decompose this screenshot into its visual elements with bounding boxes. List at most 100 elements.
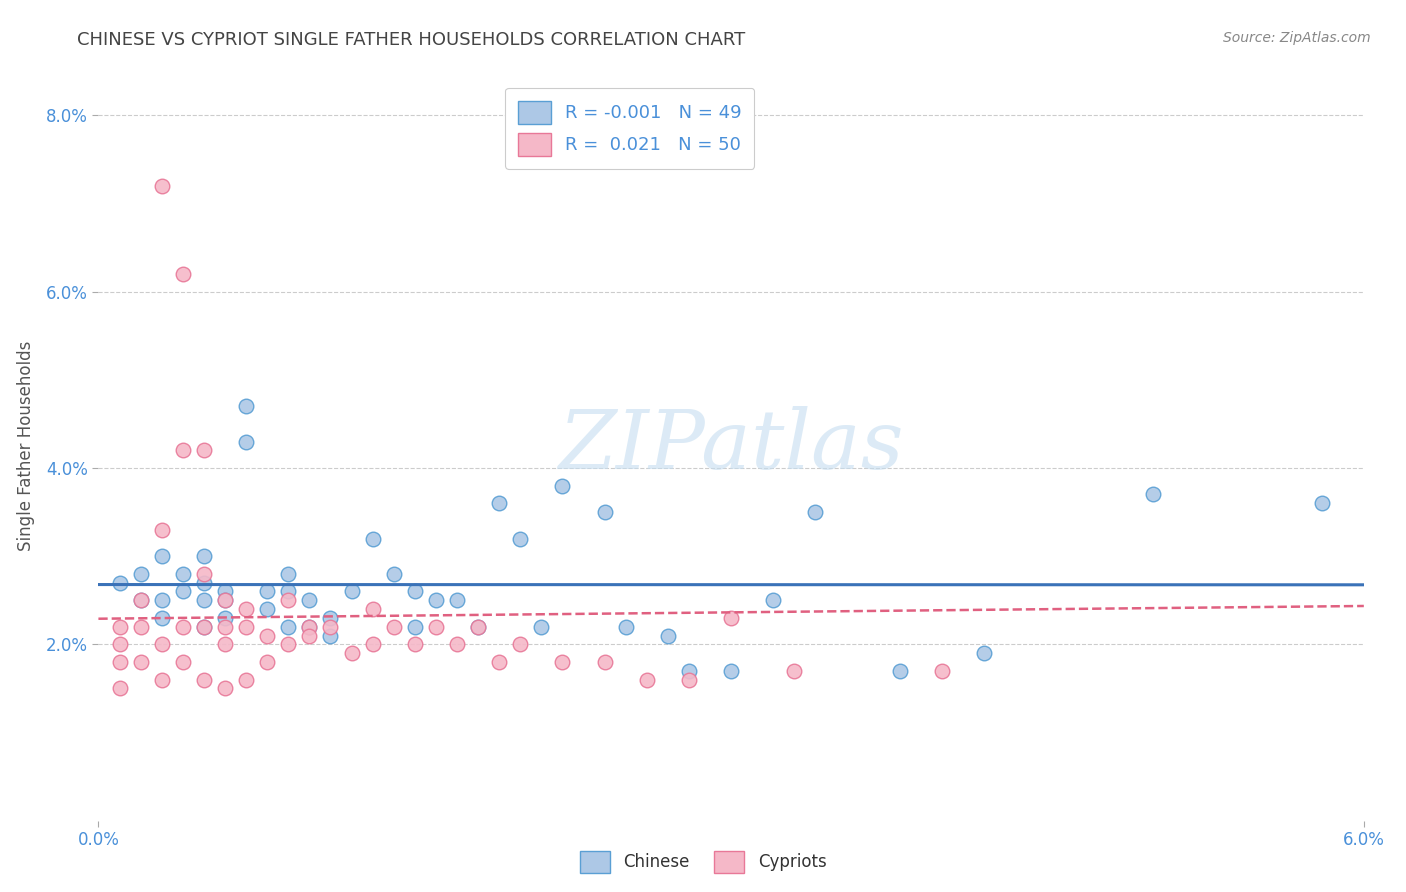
Point xyxy=(340,646,363,660)
Point xyxy=(509,637,531,651)
Point xyxy=(214,584,236,599)
Point xyxy=(172,443,194,458)
Point xyxy=(509,532,531,546)
Point xyxy=(129,655,152,669)
Point xyxy=(150,593,173,607)
Point xyxy=(193,620,215,634)
Point xyxy=(361,602,384,616)
Point xyxy=(636,673,658,687)
Point xyxy=(129,593,152,607)
Point xyxy=(193,673,215,687)
Point xyxy=(150,611,173,625)
Point xyxy=(678,673,700,687)
Point xyxy=(298,593,321,607)
Point xyxy=(404,584,426,599)
Point xyxy=(129,566,152,581)
Point xyxy=(108,637,131,651)
Point xyxy=(1310,496,1333,510)
Point xyxy=(256,602,278,616)
Point xyxy=(172,655,194,669)
Point xyxy=(678,664,700,678)
Point xyxy=(235,602,257,616)
Point xyxy=(172,566,194,581)
Point xyxy=(446,637,468,651)
Point xyxy=(150,178,173,193)
Text: ZIPatlas: ZIPatlas xyxy=(558,406,904,486)
Point xyxy=(108,655,131,669)
Point xyxy=(467,620,489,634)
Point xyxy=(256,584,278,599)
Point xyxy=(193,575,215,590)
Point xyxy=(720,664,742,678)
Point xyxy=(488,655,510,669)
Point xyxy=(319,611,342,625)
Point xyxy=(720,611,742,625)
Point xyxy=(193,443,215,458)
Point xyxy=(214,611,236,625)
Point xyxy=(404,620,426,634)
Point xyxy=(446,593,468,607)
Point xyxy=(361,532,384,546)
Point xyxy=(172,584,194,599)
Point xyxy=(193,549,215,564)
Point xyxy=(361,637,384,651)
Point xyxy=(404,637,426,651)
Point xyxy=(214,593,236,607)
Point xyxy=(593,655,616,669)
Legend: R = -0.001   N = 49, R =  0.021   N = 50: R = -0.001 N = 49, R = 0.021 N = 50 xyxy=(506,88,754,169)
Point xyxy=(193,593,215,607)
Point xyxy=(277,593,299,607)
Legend: Chinese, Cypriots: Chinese, Cypriots xyxy=(572,845,834,880)
Point xyxy=(150,673,173,687)
Point xyxy=(129,593,152,607)
Point xyxy=(150,549,173,564)
Point xyxy=(530,620,553,634)
Point xyxy=(214,593,236,607)
Point xyxy=(762,593,785,607)
Point xyxy=(108,575,131,590)
Point xyxy=(931,664,953,678)
Point xyxy=(804,505,827,519)
Point xyxy=(277,566,299,581)
Point xyxy=(551,655,574,669)
Text: CHINESE VS CYPRIOT SINGLE FATHER HOUSEHOLDS CORRELATION CHART: CHINESE VS CYPRIOT SINGLE FATHER HOUSEHO… xyxy=(77,31,745,49)
Point xyxy=(382,620,405,634)
Point xyxy=(298,628,321,642)
Point xyxy=(319,628,342,642)
Point xyxy=(172,620,194,634)
Point xyxy=(277,637,299,651)
Point xyxy=(425,620,447,634)
Point xyxy=(129,620,152,634)
Point xyxy=(256,628,278,642)
Point xyxy=(298,620,321,634)
Point xyxy=(593,505,616,519)
Text: Source: ZipAtlas.com: Source: ZipAtlas.com xyxy=(1223,31,1371,45)
Point xyxy=(172,267,194,281)
Point xyxy=(256,655,278,669)
Point xyxy=(235,400,257,414)
Point xyxy=(277,584,299,599)
Point xyxy=(319,620,342,634)
Point xyxy=(973,646,995,660)
Point xyxy=(108,681,131,696)
Point xyxy=(783,664,806,678)
Y-axis label: Single Father Households: Single Father Households xyxy=(17,341,35,551)
Point xyxy=(614,620,637,634)
Point xyxy=(657,628,679,642)
Point xyxy=(889,664,911,678)
Point xyxy=(425,593,447,607)
Point xyxy=(382,566,405,581)
Point xyxy=(488,496,510,510)
Point xyxy=(340,584,363,599)
Point xyxy=(235,673,257,687)
Point xyxy=(214,637,236,651)
Point xyxy=(214,681,236,696)
Point xyxy=(193,566,215,581)
Point xyxy=(193,620,215,634)
Point xyxy=(214,620,236,634)
Point xyxy=(108,620,131,634)
Point xyxy=(150,523,173,537)
Point xyxy=(235,620,257,634)
Point xyxy=(551,478,574,492)
Point xyxy=(1142,487,1164,501)
